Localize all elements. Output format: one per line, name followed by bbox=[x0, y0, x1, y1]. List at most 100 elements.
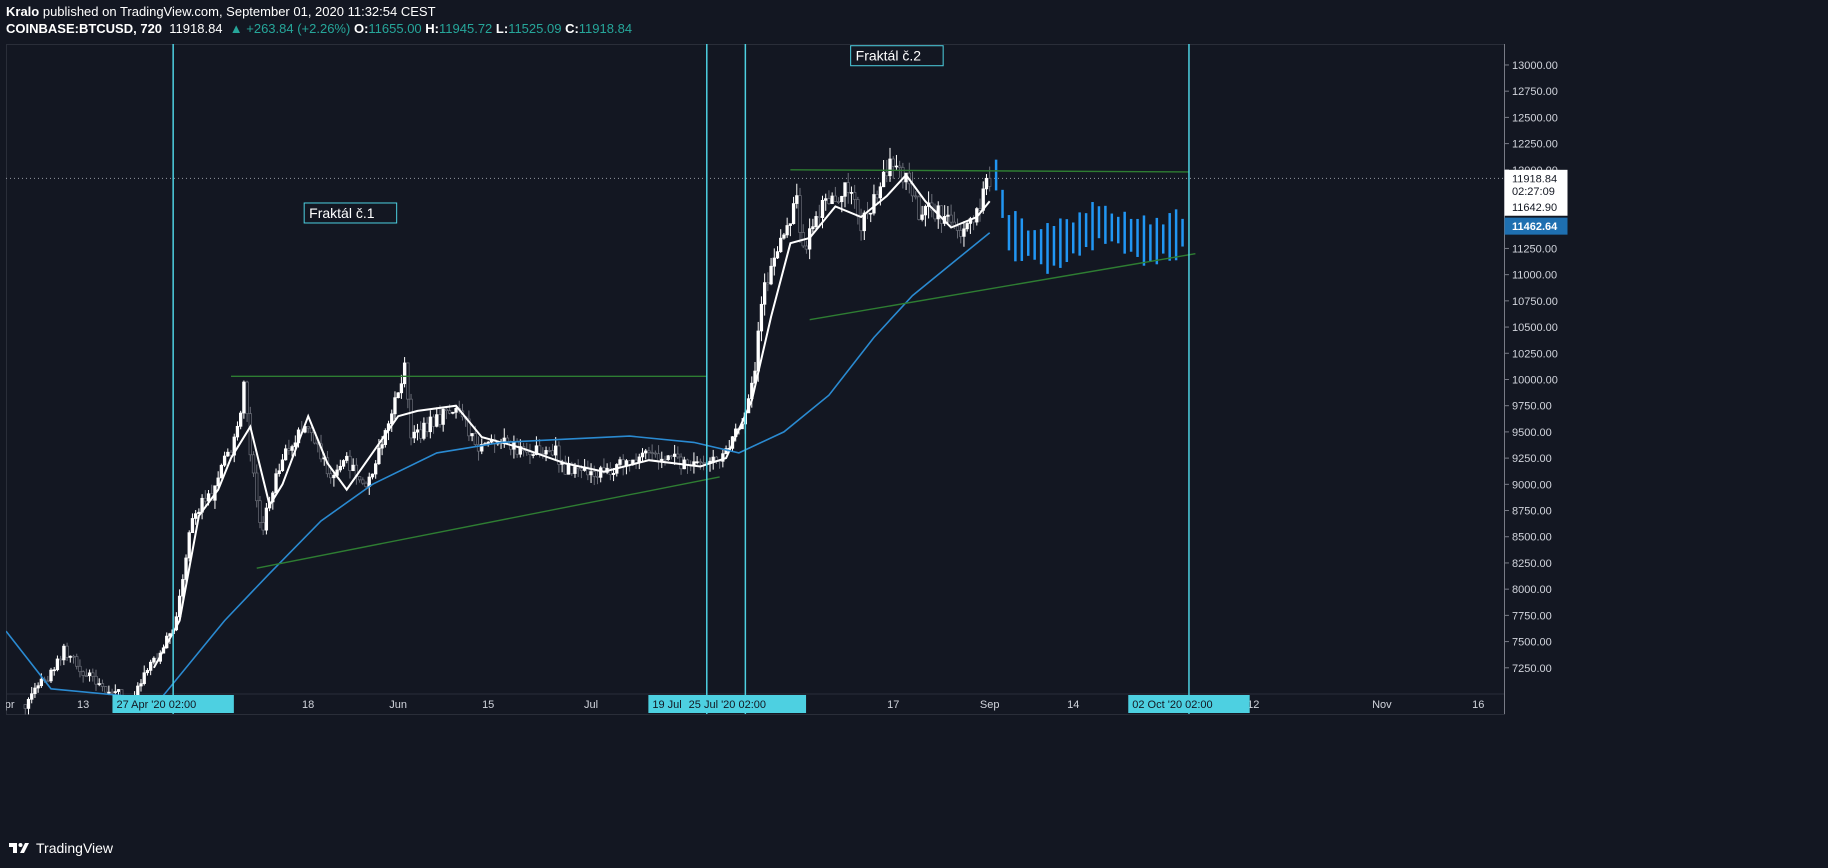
candle-body bbox=[898, 165, 902, 168]
candle-body bbox=[840, 195, 844, 203]
candle-body bbox=[888, 158, 892, 177]
trendline[interactable] bbox=[790, 169, 1189, 173]
x-tick-label: 15 bbox=[482, 699, 494, 711]
y-tick-label: 8250.00 bbox=[1512, 558, 1552, 570]
candle-body bbox=[97, 683, 101, 685]
price-change: ▲ +263.84 (+2.26%) bbox=[229, 21, 351, 36]
candle-body bbox=[419, 429, 423, 439]
x-tick-label: 13 bbox=[77, 699, 89, 711]
trendline[interactable] bbox=[809, 252, 1196, 321]
candle-body bbox=[222, 455, 227, 466]
candle-body bbox=[149, 661, 153, 671]
y-tick-label: 8500.00 bbox=[1512, 532, 1552, 544]
candle-body bbox=[348, 455, 352, 471]
footer: TradingView bbox=[0, 832, 1828, 868]
candle-body bbox=[81, 671, 85, 676]
candle-body bbox=[923, 206, 928, 216]
fractal-label: Fraktál č.2 bbox=[856, 48, 922, 64]
candle-body bbox=[152, 657, 156, 663]
author-name[interactable]: Kralo bbox=[6, 4, 40, 19]
candle-body bbox=[701, 462, 706, 464]
candle-body bbox=[36, 685, 40, 689]
candle-body bbox=[804, 245, 809, 250]
candle-body bbox=[634, 459, 638, 463]
close-label: C: bbox=[565, 21, 579, 36]
fractal-label-box[interactable] bbox=[303, 202, 398, 224]
close-value: 11918.84 bbox=[578, 21, 633, 36]
candle-body bbox=[653, 452, 657, 455]
candle-body bbox=[444, 408, 449, 412]
candle-body bbox=[203, 497, 207, 502]
candle-body bbox=[190, 518, 195, 533]
candle-body bbox=[663, 458, 667, 461]
candle-body bbox=[843, 182, 847, 197]
candle-body bbox=[611, 472, 616, 475]
y-tick-label: 7250.00 bbox=[1512, 663, 1552, 675]
candle-body bbox=[447, 410, 452, 414]
candle-body bbox=[811, 226, 815, 230]
candle-body bbox=[104, 686, 108, 693]
candle-body bbox=[431, 416, 436, 427]
candle-body bbox=[226, 451, 230, 457]
symbol-label[interactable]: COINBASE:BTCUSD, 720 bbox=[6, 21, 163, 36]
candle-body bbox=[139, 683, 143, 687]
candle-body bbox=[194, 513, 198, 519]
candle-body bbox=[65, 645, 69, 658]
candle-body bbox=[779, 237, 783, 253]
candle-body bbox=[476, 444, 481, 452]
candle-body bbox=[939, 205, 944, 224]
x-tick-label: Jun bbox=[389, 699, 407, 711]
x-tick-label: Nov bbox=[1372, 699, 1392, 711]
candle-body bbox=[862, 212, 866, 232]
candle-body bbox=[58, 658, 63, 661]
y-tick-label: 13000.00 bbox=[1512, 60, 1558, 72]
candle-body bbox=[769, 265, 773, 285]
trendline[interactable] bbox=[256, 476, 720, 569]
candle-body bbox=[245, 381, 249, 415]
candle-body bbox=[280, 459, 285, 472]
y-tick-label: 9000.00 bbox=[1512, 479, 1552, 491]
candle-body bbox=[608, 467, 612, 475]
candle-body bbox=[49, 669, 53, 682]
fractal-label-box[interactable] bbox=[850, 45, 944, 67]
vertical-marker-label: 25 Jul '20 02:00 bbox=[689, 699, 766, 711]
x-tick-label: Jul bbox=[584, 699, 598, 711]
candle-body bbox=[406, 362, 410, 400]
candle-body bbox=[239, 412, 243, 427]
candle-body bbox=[962, 228, 966, 237]
candle-body bbox=[534, 445, 539, 455]
candle-body bbox=[284, 448, 288, 461]
candle-body bbox=[762, 282, 767, 305]
y-tick-label: 10750.00 bbox=[1512, 296, 1558, 308]
tradingview-logo[interactable]: TradingView bbox=[8, 840, 113, 856]
candle-body bbox=[647, 450, 651, 453]
candle-body bbox=[23, 704, 27, 709]
candle-body bbox=[184, 557, 188, 580]
candle-body bbox=[374, 463, 378, 475]
low-label: L: bbox=[495, 21, 509, 36]
candle-body bbox=[891, 158, 895, 167]
price-chart[interactable]: 7250.00 7500.00 7750.00 8000.00 8250.00 8500.… bbox=[6, 44, 1756, 832]
candle-body bbox=[878, 186, 883, 199]
candle-body bbox=[650, 452, 654, 454]
candle-body bbox=[830, 195, 834, 205]
candle-body bbox=[695, 461, 699, 464]
candle-body bbox=[528, 451, 532, 455]
candle-body bbox=[33, 687, 37, 695]
candle-body bbox=[856, 199, 860, 217]
candle-body bbox=[62, 645, 66, 661]
candle-body bbox=[219, 464, 224, 479]
chart-area[interactable]: 7250.00 7500.00 7750.00 8000.00 8250.00 8500.… bbox=[6, 44, 1756, 832]
candle-body bbox=[361, 479, 365, 484]
candle-body bbox=[836, 201, 841, 203]
candle-body bbox=[833, 195, 838, 202]
y-tick-label: 7750.00 bbox=[1512, 610, 1552, 622]
candle-body bbox=[399, 383, 404, 394]
vertical-marker-label: 27 Apr '20 02:00 bbox=[116, 699, 196, 711]
candle-body bbox=[589, 471, 593, 476]
price-label: 02:27:09 bbox=[1512, 186, 1555, 198]
y-tick-label: 9500.00 bbox=[1512, 427, 1552, 439]
candle-body bbox=[145, 670, 150, 674]
candle-body bbox=[136, 685, 140, 696]
candle-body bbox=[274, 473, 278, 494]
